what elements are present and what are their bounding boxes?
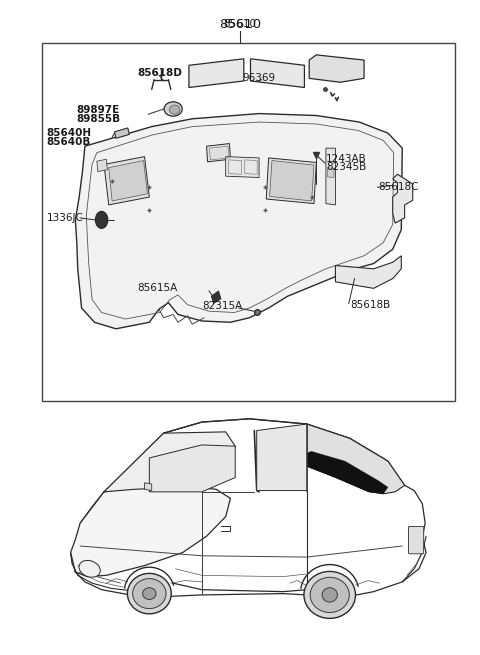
FancyBboxPatch shape <box>408 527 424 554</box>
Polygon shape <box>327 168 334 178</box>
Circle shape <box>96 212 108 229</box>
Polygon shape <box>336 255 401 288</box>
Text: 1336JC: 1336JC <box>47 213 84 223</box>
Text: 89855B: 89855B <box>77 114 121 124</box>
Polygon shape <box>104 157 149 205</box>
Ellipse shape <box>169 105 180 114</box>
Polygon shape <box>71 484 230 576</box>
Text: 85618B: 85618B <box>350 300 390 310</box>
Text: 82315A: 82315A <box>202 301 242 311</box>
Text: 85615A: 85615A <box>137 284 178 293</box>
Text: 82345B: 82345B <box>326 162 366 172</box>
Text: 85618D: 85618D <box>137 68 182 78</box>
Polygon shape <box>288 451 388 494</box>
Polygon shape <box>266 158 316 204</box>
Ellipse shape <box>127 573 171 614</box>
Polygon shape <box>326 148 336 205</box>
Polygon shape <box>115 128 129 138</box>
Text: 85610: 85610 <box>224 19 256 29</box>
Polygon shape <box>288 451 388 494</box>
Polygon shape <box>149 445 235 492</box>
Text: 85640H: 85640H <box>47 128 92 138</box>
Bar <box>42 43 455 401</box>
Polygon shape <box>97 159 108 172</box>
Polygon shape <box>393 174 413 223</box>
Text: 85618C: 85618C <box>378 182 419 193</box>
Text: 1243AB: 1243AB <box>326 154 367 164</box>
Ellipse shape <box>164 102 182 116</box>
Polygon shape <box>251 59 304 88</box>
Text: 96369: 96369 <box>242 73 276 83</box>
Polygon shape <box>104 432 235 492</box>
Polygon shape <box>189 59 244 88</box>
Text: 89897E: 89897E <box>77 105 120 115</box>
Ellipse shape <box>79 561 100 577</box>
Polygon shape <box>226 157 259 178</box>
Ellipse shape <box>310 577 349 612</box>
Polygon shape <box>109 160 147 201</box>
Polygon shape <box>288 424 405 494</box>
Polygon shape <box>211 291 221 303</box>
Ellipse shape <box>143 588 156 599</box>
Polygon shape <box>144 483 152 491</box>
Polygon shape <box>309 55 364 83</box>
Text: 85640B: 85640B <box>47 137 91 147</box>
Text: 85610: 85610 <box>219 18 261 31</box>
Polygon shape <box>206 143 230 162</box>
Polygon shape <box>270 160 314 201</box>
Polygon shape <box>75 113 402 329</box>
Ellipse shape <box>132 578 166 608</box>
Ellipse shape <box>304 571 356 618</box>
Ellipse shape <box>322 588 337 602</box>
Polygon shape <box>257 424 307 491</box>
